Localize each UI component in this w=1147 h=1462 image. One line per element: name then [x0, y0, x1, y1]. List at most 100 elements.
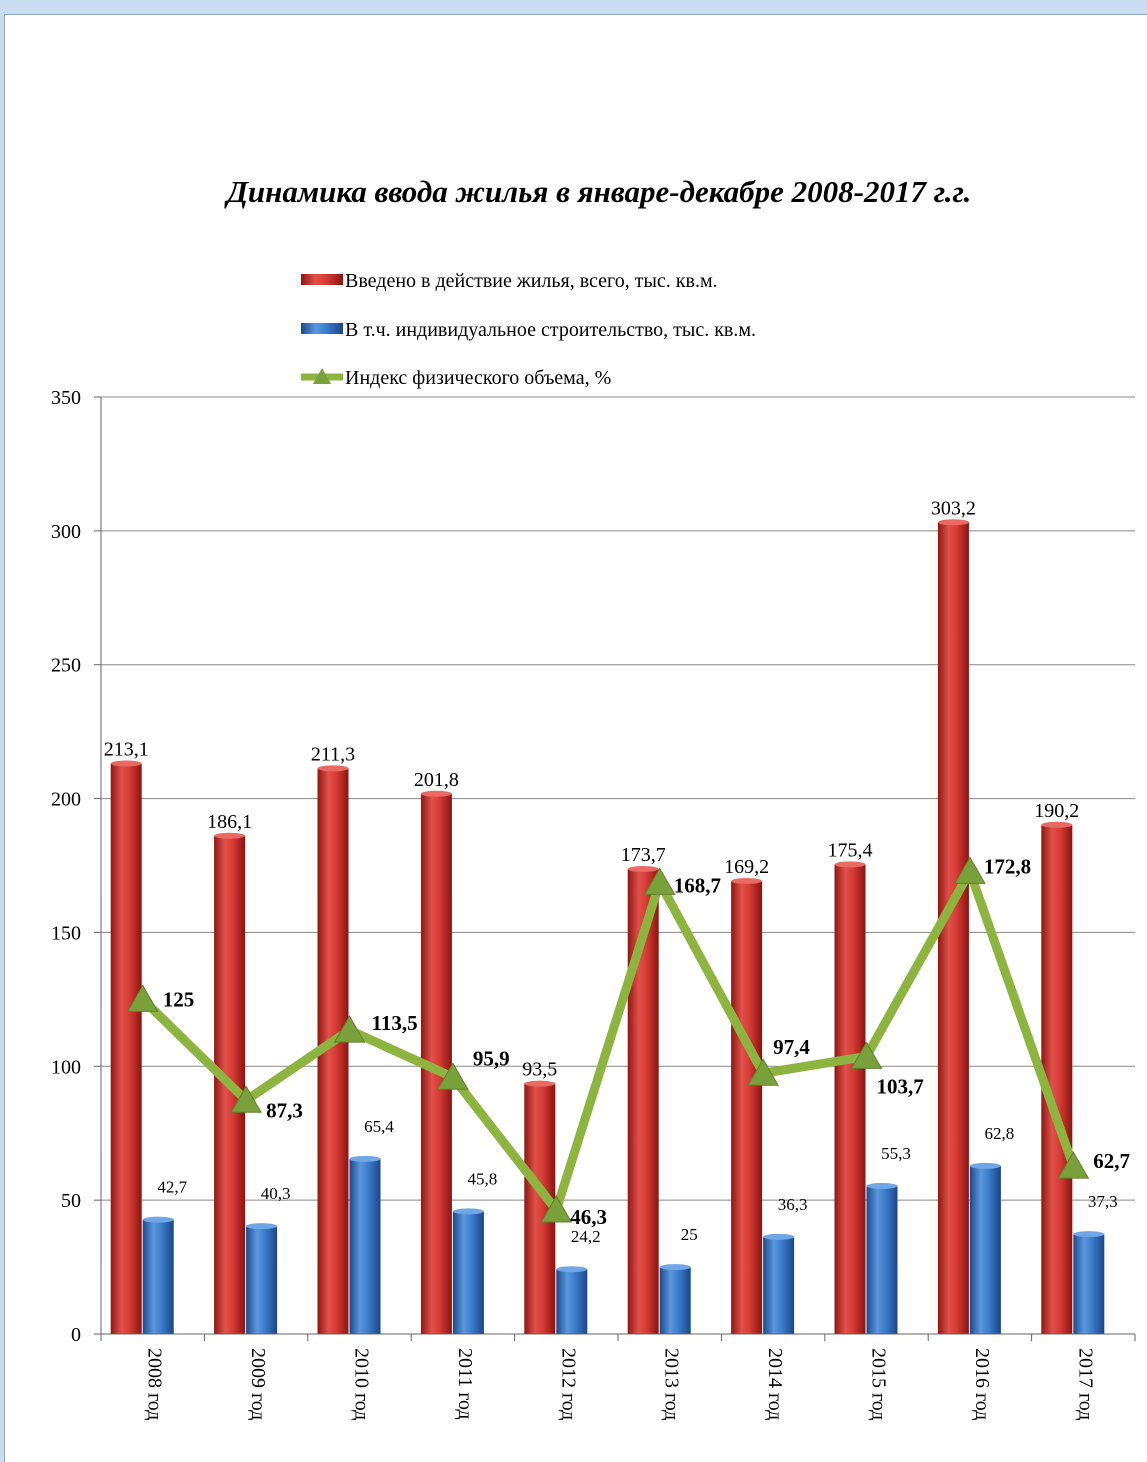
bars	[110, 519, 1105, 1334]
bar-individual	[1073, 1234, 1105, 1334]
index-line	[126, 856, 1090, 1223]
index-marker	[643, 867, 676, 895]
y-tick-label: 50	[61, 1190, 81, 1212]
index-marker	[230, 1085, 262, 1113]
legend-swatch-individual	[301, 323, 343, 334]
bar-total	[834, 864, 866, 1334]
data-label-total: 169,2	[724, 856, 769, 878]
data-label-index: 103,7	[877, 1074, 924, 1098]
data-label-individual: 24,2	[571, 1227, 601, 1246]
x-category-label: 2014 год	[764, 1348, 786, 1420]
data-label-individual: 65,4	[364, 1117, 394, 1136]
bar-total-cap	[937, 519, 969, 526]
data-label-total: 173,7	[621, 844, 666, 866]
bar-individual-cap	[763, 1233, 795, 1240]
index-marker	[540, 1195, 573, 1223]
y-tick-label: 350	[51, 387, 81, 409]
data-label-index: 125	[163, 987, 195, 1011]
bar-total-cap	[834, 861, 866, 868]
data-label-individual: 55,3	[881, 1144, 911, 1163]
data-label-total: 190,2	[1034, 800, 1079, 822]
data-labels: 213,1 186,1 211,3 201,8 93,5 173,7 169,2 175,4 3…	[104, 497, 1130, 1246]
data-label-individual: 40,3	[261, 1184, 291, 1203]
index-marker	[1057, 1151, 1090, 1179]
bar-individual	[349, 1158, 381, 1334]
y-axis: 0 50 100 150 200 250 300 350	[51, 387, 102, 1346]
bar-individual	[556, 1269, 588, 1334]
data-label-index: 168,7	[674, 873, 721, 897]
data-label-individual: 37,3	[1088, 1192, 1118, 1211]
bar-individual	[763, 1236, 795, 1334]
bar-individual-cap	[556, 1266, 588, 1273]
y-tick-label: 0	[71, 1324, 81, 1346]
bar-individual-cap	[1073, 1231, 1105, 1238]
y-tick-label: 300	[51, 521, 81, 543]
legend: Введено в действие жилья, всего, тыс. кв…	[301, 270, 756, 389]
y-tick-label: 100	[51, 1056, 81, 1078]
index-series-line	[139, 866, 1078, 1215]
data-label-index: 95,9	[473, 1046, 510, 1070]
data-label-total: 303,2	[931, 497, 976, 519]
index-marker	[850, 1041, 883, 1069]
bar-total-cap	[214, 832, 246, 839]
bar-individual-cap	[969, 1162, 1001, 1169]
index-marker	[437, 1062, 469, 1090]
x-axis: 2008 год 2009 год 2010 год 2011 год 2012 год…	[100, 1333, 1136, 1420]
x-category-label: 2009 год	[247, 1348, 269, 1420]
index-marker	[126, 984, 159, 1012]
data-label-index: 172,8	[984, 854, 1031, 878]
data-label-individual: 42,7	[157, 1178, 187, 1197]
bar-individual-cap	[659, 1264, 691, 1271]
x-category-label: 2011 год	[454, 1348, 476, 1420]
bar-total-cap	[317, 765, 349, 772]
x-category-label: 2017 год	[1074, 1348, 1096, 1420]
data-label-total: 175,4	[828, 839, 873, 861]
bar-individual-cap	[349, 1155, 381, 1162]
index-marker	[747, 1058, 779, 1086]
chart-title: Динамика ввода жилья в январе-декабре 20…	[224, 174, 972, 209]
data-label-index: 97,4	[773, 1035, 810, 1059]
x-category-label: 2015 год	[868, 1348, 890, 1420]
bar-individual	[969, 1165, 1001, 1334]
y-tick-label: 250	[51, 655, 81, 677]
bar-individual	[246, 1226, 278, 1334]
data-label-total: 213,1	[104, 739, 149, 761]
bar-individual-cap	[452, 1208, 484, 1215]
bar-individual	[866, 1185, 898, 1334]
legend-label-index: Индекс физического объема, %	[345, 367, 611, 389]
bar-total-cap	[524, 1080, 556, 1087]
gridlines	[101, 396, 1135, 1201]
index-marker	[333, 1015, 366, 1043]
bar-individual	[659, 1267, 691, 1334]
data-label-total: 93,5	[522, 1059, 557, 1081]
bar-individual-cap	[246, 1223, 278, 1230]
legend-label-individual: В т.ч. индивидуальное строительство, тыс…	[345, 319, 756, 341]
bar-individual-cap	[142, 1216, 174, 1223]
bar-total-cap	[731, 878, 763, 885]
legend-swatch-total	[301, 274, 343, 285]
y-tick-label: 200	[51, 789, 81, 811]
data-label-total: 211,3	[311, 743, 355, 765]
y-tick-label: 150	[51, 922, 81, 944]
bar-total	[731, 881, 763, 1334]
bar-total-cap	[420, 790, 452, 797]
data-label-total: 186,1	[207, 811, 252, 833]
bar-total-cap	[1041, 821, 1073, 828]
data-label-index: 87,3	[266, 1098, 303, 1122]
bar-total-cap	[110, 760, 142, 767]
bar-individual	[142, 1219, 174, 1334]
legend-label-total: Введено в действие жилья, всего, тыс. кв…	[345, 270, 718, 292]
bar-individual	[452, 1211, 484, 1334]
data-label-individual: 25	[681, 1225, 698, 1244]
bar-total-cap	[627, 865, 659, 872]
x-category-label: 2008 год	[144, 1348, 166, 1420]
legend-marker-index	[313, 368, 331, 384]
chart-frame: Динамика ввода жилья в январе-декабре 20…	[4, 14, 1147, 1462]
data-label-individual: 45,8	[468, 1169, 498, 1188]
x-category-label: 2013 год	[661, 1348, 683, 1420]
bar-total	[110, 763, 142, 1334]
x-category-label: 2012 год	[557, 1348, 579, 1420]
data-label-individual: 36,3	[778, 1195, 808, 1214]
chart: Динамика ввода жилья в январе-декабре 20…	[51, 174, 1136, 1420]
data-label-index: 113,5	[372, 1011, 418, 1035]
